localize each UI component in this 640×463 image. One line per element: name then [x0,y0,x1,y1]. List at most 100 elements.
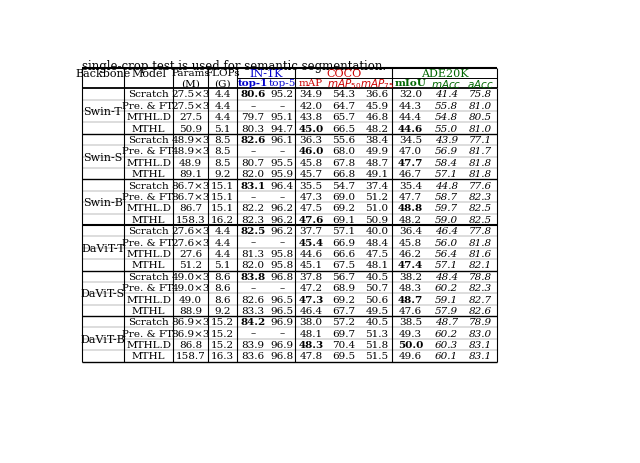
Text: 96.1: 96.1 [270,136,294,144]
Text: 60.1: 60.1 [435,352,458,361]
Text: 48.7: 48.7 [435,318,458,326]
Text: 49.0×3: 49.0×3 [171,272,210,281]
Text: 47.2: 47.2 [300,283,323,293]
Text: 58.4: 58.4 [435,158,458,168]
Text: Pre. & FT.: Pre. & FT. [122,101,175,111]
Text: 66.9: 66.9 [332,238,355,247]
Text: 82.0: 82.0 [241,261,264,270]
Text: 49.1: 49.1 [365,170,388,179]
Text: 15.1: 15.1 [211,193,234,201]
Text: Backbone: Backbone [76,69,131,79]
Text: 43.9: 43.9 [435,136,458,144]
Text: 27.5×3: 27.5×3 [171,90,210,99]
Text: 48.9×3: 48.9×3 [171,136,210,144]
Text: 82.6: 82.6 [240,136,266,144]
Text: 49.9: 49.9 [365,147,388,156]
Text: 43.8: 43.8 [300,113,323,122]
Text: 95.1: 95.1 [270,113,294,122]
Text: –: – [250,283,255,293]
Text: 83.9: 83.9 [241,340,264,349]
Text: 69.7: 69.7 [332,329,355,338]
Text: 8.6: 8.6 [214,283,231,293]
Text: 95.5: 95.5 [270,158,294,168]
Text: Scratch: Scratch [128,318,169,326]
Text: 49.0: 49.0 [179,295,202,304]
Text: 64.7: 64.7 [332,101,355,111]
Text: 45.8: 45.8 [300,158,323,168]
Text: 86.9×3: 86.9×3 [171,329,210,338]
Text: 68.0: 68.0 [332,147,355,156]
Text: 47.5: 47.5 [300,204,323,213]
Text: 96.8: 96.8 [270,352,294,361]
Text: 81.8: 81.8 [468,158,492,168]
Text: 56.7: 56.7 [332,272,355,281]
Text: 82.0: 82.0 [241,170,264,179]
Text: 47.4: 47.4 [398,261,423,270]
Text: 95.2: 95.2 [270,90,294,99]
Text: Pre. & FT.: Pre. & FT. [122,329,175,338]
Text: 83.8: 83.8 [240,272,266,281]
Text: 46.2: 46.2 [399,250,422,258]
Text: 27.6×3: 27.6×3 [171,226,210,236]
Text: 82.3: 82.3 [468,193,492,201]
Text: 45.1: 45.1 [300,261,323,270]
Text: Scratch: Scratch [128,181,169,190]
Text: 38.2: 38.2 [399,272,422,281]
Text: MTHL: MTHL [132,261,165,270]
Text: 8.5: 8.5 [214,158,231,168]
Text: 49.5: 49.5 [365,306,388,315]
Text: 16.2: 16.2 [211,215,234,224]
Text: COCO: COCO [326,69,362,79]
Text: 34.5: 34.5 [399,136,422,144]
Text: 94.7: 94.7 [270,124,294,133]
Text: 50.6: 50.6 [365,295,388,304]
Text: 77.8: 77.8 [468,226,492,236]
Text: 48.4: 48.4 [435,272,458,281]
Text: 8.6: 8.6 [214,272,231,281]
Text: 81.8: 81.8 [468,170,492,179]
Text: 45.4: 45.4 [298,238,323,247]
Text: 48.1: 48.1 [300,329,323,338]
Text: 83.1: 83.1 [468,352,492,361]
Text: MTHL: MTHL [132,170,165,179]
Text: 96.5: 96.5 [270,295,294,304]
Text: 48.4: 48.4 [365,238,388,247]
Text: 67.8: 67.8 [332,158,355,168]
Text: 60.3: 60.3 [435,340,458,349]
Text: –: – [250,329,255,338]
Text: 41.4: 41.4 [435,90,458,99]
Text: 80.5: 80.5 [468,113,492,122]
Text: 40.5: 40.5 [365,318,388,326]
Text: 48.2: 48.2 [399,215,422,224]
Text: 44.4: 44.4 [399,113,422,122]
Text: 36.6: 36.6 [365,90,388,99]
Text: MTHL: MTHL [132,352,165,361]
Text: 50.9: 50.9 [179,124,202,133]
Text: 4.4: 4.4 [214,113,231,122]
Text: 55.8: 55.8 [435,101,458,111]
Text: 8.6: 8.6 [214,295,231,304]
Text: 60.2: 60.2 [435,329,458,338]
Text: 49.6: 49.6 [399,352,422,361]
Text: 15.2: 15.2 [211,318,234,326]
Text: 69.1: 69.1 [332,215,355,224]
Text: 96.9: 96.9 [270,318,294,326]
Text: 82.1: 82.1 [468,261,492,270]
Text: 77.1: 77.1 [468,136,492,144]
Text: 44.6: 44.6 [398,124,423,133]
Text: 38.0: 38.0 [300,318,323,326]
Text: $aAcc$: $aAcc$ [467,78,493,90]
Text: top-5: top-5 [268,79,296,88]
Text: 44.3: 44.3 [399,101,422,111]
Text: 95.8: 95.8 [270,250,294,258]
Text: 89.1: 89.1 [179,170,202,179]
Text: DaViT-S: DaViT-S [81,288,125,299]
Text: 55.6: 55.6 [332,136,355,144]
Text: 82.3: 82.3 [468,283,492,293]
Text: 45.9: 45.9 [365,101,388,111]
Text: –: – [250,101,255,111]
Text: –: – [279,283,285,293]
Text: 38.4: 38.4 [365,136,388,144]
Text: 46.8: 46.8 [365,113,388,122]
Text: 5.1: 5.1 [214,261,231,270]
